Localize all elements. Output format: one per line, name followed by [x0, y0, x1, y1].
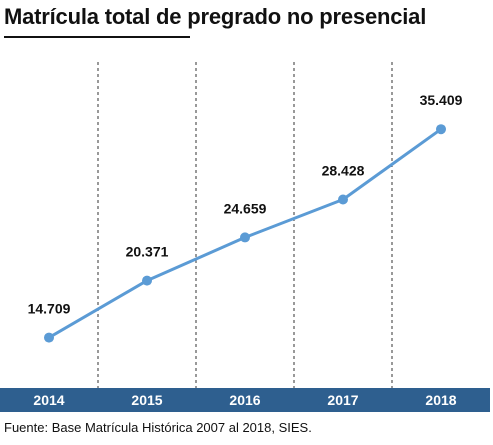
chart-title: Matrícula total de pregrado no presencia… [4, 4, 427, 29]
data-point [142, 275, 152, 286]
x-tick-label: 2015 [131, 392, 162, 408]
x-axis-ticks: 2014 2015 2016 2017 2018 [33, 392, 456, 408]
x-tick-label: 2017 [327, 392, 358, 408]
data-point [240, 232, 250, 243]
data-points [44, 124, 446, 343]
data-point [44, 332, 54, 343]
x-tick-label: 2018 [425, 392, 456, 408]
x-tick-label: 2016 [229, 392, 260, 408]
data-point [436, 124, 446, 135]
data-point [338, 194, 348, 205]
data-label: 20.371 [126, 244, 169, 260]
data-labels: 14.709 20.371 24.659 28.428 35.409 [28, 92, 463, 316]
data-label: 28.428 [322, 162, 365, 178]
title-underline [4, 36, 190, 38]
data-label: 14.709 [28, 301, 71, 317]
x-axis-band [0, 388, 490, 412]
data-label: 35.409 [420, 92, 463, 108]
source-note: Fuente: Base Matrícula Histórica 2007 al… [4, 420, 312, 435]
x-tick-label: 2014 [33, 392, 64, 408]
column-dividers [97, 62, 393, 412]
data-label: 24.659 [224, 200, 267, 216]
